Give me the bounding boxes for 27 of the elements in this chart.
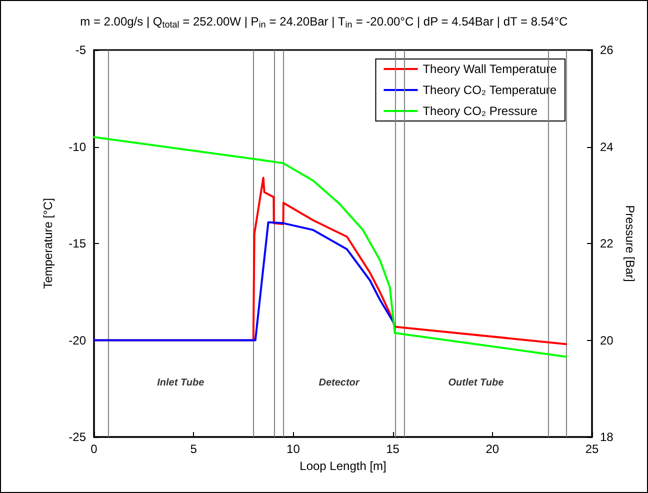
x-tick-label: 0 xyxy=(90,442,98,456)
y-tick-label: -10 xyxy=(68,140,86,154)
legend-label: Theory CO₂ Temperature xyxy=(422,83,557,97)
annotation: Detector xyxy=(318,377,360,388)
y-tick-label: -15 xyxy=(68,236,86,250)
y-tick-label: -25 xyxy=(68,430,86,444)
x-axis-title: Loop Length [m] xyxy=(300,458,386,473)
y2-tick-label: 22 xyxy=(600,236,614,250)
y-tick-label: -5 xyxy=(75,43,86,57)
x-tick-label: 5 xyxy=(190,442,198,456)
legend-label: Theory Wall Temperature xyxy=(422,62,558,76)
x-tick-label: 20 xyxy=(486,442,500,456)
y2-tick-label: 26 xyxy=(600,43,614,57)
line-series xyxy=(93,136,568,358)
y-tick-label: -20 xyxy=(68,333,86,348)
annotation: Outlet Tube xyxy=(448,377,504,388)
y2-tick-label: 24 xyxy=(600,140,614,154)
y2-tick-label: 20 xyxy=(600,333,614,348)
annotation: Inlet Tube xyxy=(157,377,205,388)
y-axis-title: Temperature [°C] xyxy=(41,198,55,289)
x-tick-label: 15 xyxy=(386,442,400,456)
line-series xyxy=(93,221,395,342)
y2-axis-title: Pressure [Bar] xyxy=(623,205,638,282)
x-tick-label: 25 xyxy=(585,442,599,456)
legend-label: Theory CO₂ Pressure xyxy=(422,104,538,118)
x-tick-label: 10 xyxy=(286,442,300,456)
y2-tick-label: 18 xyxy=(600,430,614,444)
